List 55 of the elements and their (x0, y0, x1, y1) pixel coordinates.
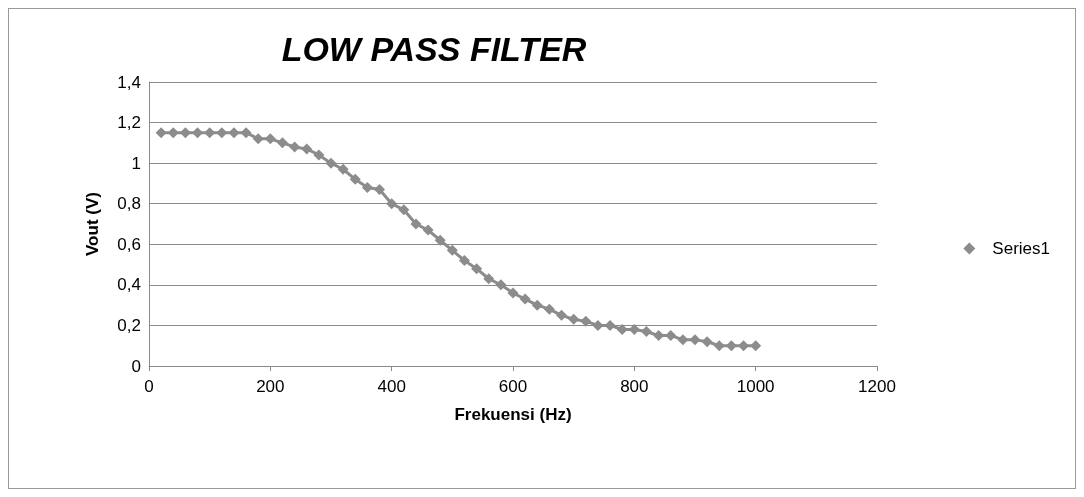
point (410, 218, 422, 230)
point (325, 157, 337, 169)
x-tick-label: 1200 (858, 377, 896, 396)
y-tick-label: 1 (131, 153, 141, 173)
point (422, 224, 434, 236)
y-axis-title: Vout (V) (83, 192, 102, 256)
x-tick-label: 0 (144, 377, 154, 396)
y-tick-label: 1,2 (117, 113, 141, 133)
point (361, 181, 373, 193)
point (155, 127, 167, 139)
point (434, 234, 446, 246)
point (374, 184, 386, 196)
y-tick-label: 1,4 (117, 72, 141, 92)
point (337, 163, 349, 175)
x-axis-title: Frekuensi (Hz) (454, 405, 572, 424)
point (519, 293, 531, 305)
point (458, 255, 470, 267)
y-tick-label: 0,4 (117, 275, 141, 295)
point (495, 279, 507, 291)
legend-label: Series1 (992, 239, 1050, 258)
point (446, 244, 458, 256)
point (689, 334, 701, 346)
point (640, 326, 652, 338)
point (483, 273, 495, 285)
x-tick-label: 200 (256, 377, 285, 396)
point (301, 143, 313, 155)
point (531, 299, 543, 311)
y-tick-label: 0,6 (117, 234, 141, 254)
x-tick-label: 1000 (736, 377, 775, 396)
point (240, 127, 252, 139)
point (507, 287, 519, 299)
point (580, 315, 592, 327)
y-tick-label: 0,8 (117, 194, 141, 214)
point (677, 334, 689, 346)
chart-title: LOW PASS FILTER (281, 30, 587, 68)
point (252, 133, 264, 145)
point (701, 336, 713, 348)
point (471, 263, 483, 275)
point (568, 313, 580, 325)
y-tick-label: 0 (131, 356, 141, 376)
point (276, 137, 288, 149)
point (556, 309, 568, 321)
point (398, 204, 410, 216)
point (349, 173, 361, 185)
point (386, 198, 398, 210)
point (289, 141, 301, 153)
x-tick-label: 600 (498, 377, 528, 396)
point (750, 340, 762, 352)
point (713, 340, 725, 352)
x-tick-label: 400 (377, 377, 406, 396)
x-tick-label: 800 (620, 377, 649, 396)
point (313, 149, 325, 161)
y-tick-label: 0,2 (117, 315, 141, 335)
point (543, 303, 555, 315)
point (228, 127, 240, 139)
